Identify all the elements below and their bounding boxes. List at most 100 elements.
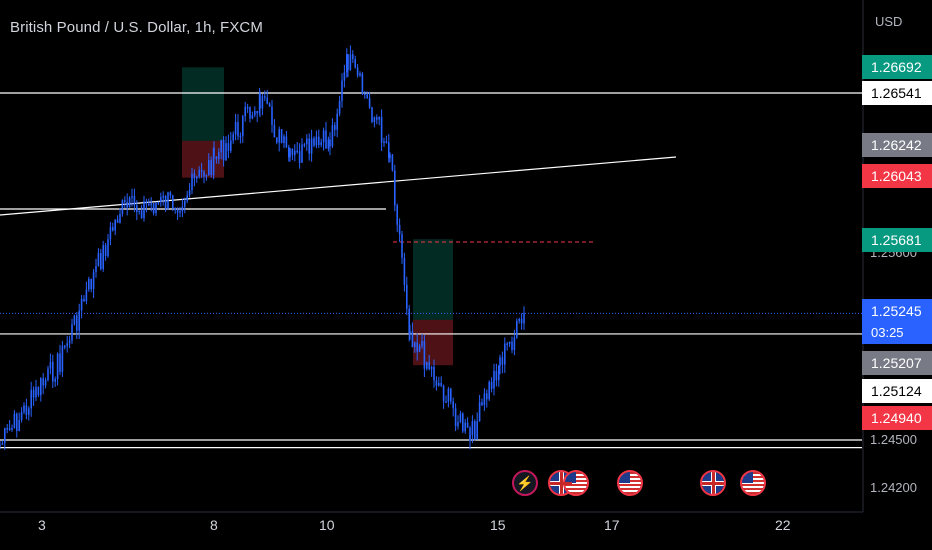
position-zones [182,67,453,366]
price-candle-body [59,358,61,372]
price-candle-body [162,196,164,198]
price-candle-body [256,111,258,114]
price-candle-body [68,340,71,344]
price-candle-body [371,107,373,122]
us-flag-icon[interactable] [740,470,766,496]
price-candle-body [230,140,232,151]
price-candle-body [268,103,271,107]
x-tick-label: 8 [210,517,218,533]
price-candle-body [498,365,500,381]
price-candle-body [352,54,354,60]
y-tick-label: 1.24500 [870,432,917,447]
price-candle-body [32,389,35,398]
us-flag-icon[interactable] [617,470,643,496]
price-candle-body [0,444,1,447]
price-candle-body [239,135,242,138]
price-candle-body [493,370,495,389]
price-candle-body [254,111,256,116]
price-badge-target: 1.26692 [862,55,932,79]
price-candle-body [11,428,13,430]
price-candle-body [380,117,383,143]
price-candle-body [418,346,421,352]
price-candle-body [64,345,66,348]
price-candle-body [266,97,268,104]
price-candle-body [212,147,215,176]
price-candle-body [208,160,210,176]
price-candle-body [179,211,181,213]
price-candle-body [488,381,490,400]
price-candle-body [95,266,97,273]
price-candle-body [203,171,205,177]
price-candle-body [336,113,338,130]
price-candle-body [334,125,336,130]
price-candle-body [411,331,414,348]
price-candle-body [80,299,83,311]
price-candle-body [359,73,361,76]
price-candle-body [368,98,371,108]
price-candle-body [320,142,322,145]
price-candle-body [237,122,239,137]
price-candle-body [244,106,246,117]
price-candle-body [378,117,380,120]
price-badge-entry: 1.25207 [862,351,932,375]
price-candle-body [225,143,227,161]
price-candle-body [438,382,440,386]
price-candle-body [501,357,504,365]
price-candle-body [520,319,523,324]
lightning-icon[interactable]: ⚡ [512,470,538,496]
price-candle-body [97,253,100,267]
price-candle-body [426,362,428,369]
price-candle-body [318,136,320,145]
price-candle-body [116,219,119,223]
price-candle-body [61,345,64,372]
price-candle-body [222,139,225,161]
y-tick-label: 1.24200 [870,480,917,495]
price-candle-body [486,393,488,400]
trend-line [0,156,677,216]
price-candle-body [234,122,237,135]
axis-currency[interactable]: USD [875,14,903,29]
price-candle-body [8,428,11,430]
price-candle-body [88,279,90,290]
price-candle-body [298,151,301,163]
price-candle-body [271,106,273,125]
price-candle-body [28,408,30,415]
price-candle-body [466,422,469,428]
price-candle-body [478,402,481,422]
price-candle-body [341,80,343,101]
price-candle-body [364,93,366,95]
price-candle-body [338,101,341,114]
chart-title: British Pound / U.S. Dollar, 1h, FXCM [10,19,263,36]
price-candle-body [523,313,525,324]
x-tick-label: 15 [490,517,506,533]
price-candle-body [157,202,160,204]
price-candle-body [1,443,4,445]
price-candle-body [169,192,172,196]
price-candle-body [138,210,140,213]
price-candle-body [160,197,162,203]
price-candle-body [210,160,212,176]
price-candle-body [232,134,234,141]
price-candle-body [54,379,56,382]
x-tick-label: 10 [319,517,335,533]
price-candle-body [188,190,191,196]
price-candle-body [343,72,346,81]
uk-flag-icon[interactable] [700,470,726,496]
price-candle-body [506,343,508,346]
price-candle-body [327,139,330,149]
price-candle-body [310,138,313,154]
price-candle-body [251,115,254,119]
price-candle-body [457,422,459,427]
price-candle-body [433,366,435,381]
price-candle-body [107,239,109,256]
price-candle-body [452,401,454,409]
price-candle-body [445,401,447,403]
price-candle-body [391,154,394,171]
price-candle-body [454,408,457,427]
price-candle-body [119,214,121,223]
price-candle-body [347,54,349,70]
price-candle-body [388,142,390,158]
price-candle-body [296,150,298,153]
price-candle-body [516,321,518,338]
